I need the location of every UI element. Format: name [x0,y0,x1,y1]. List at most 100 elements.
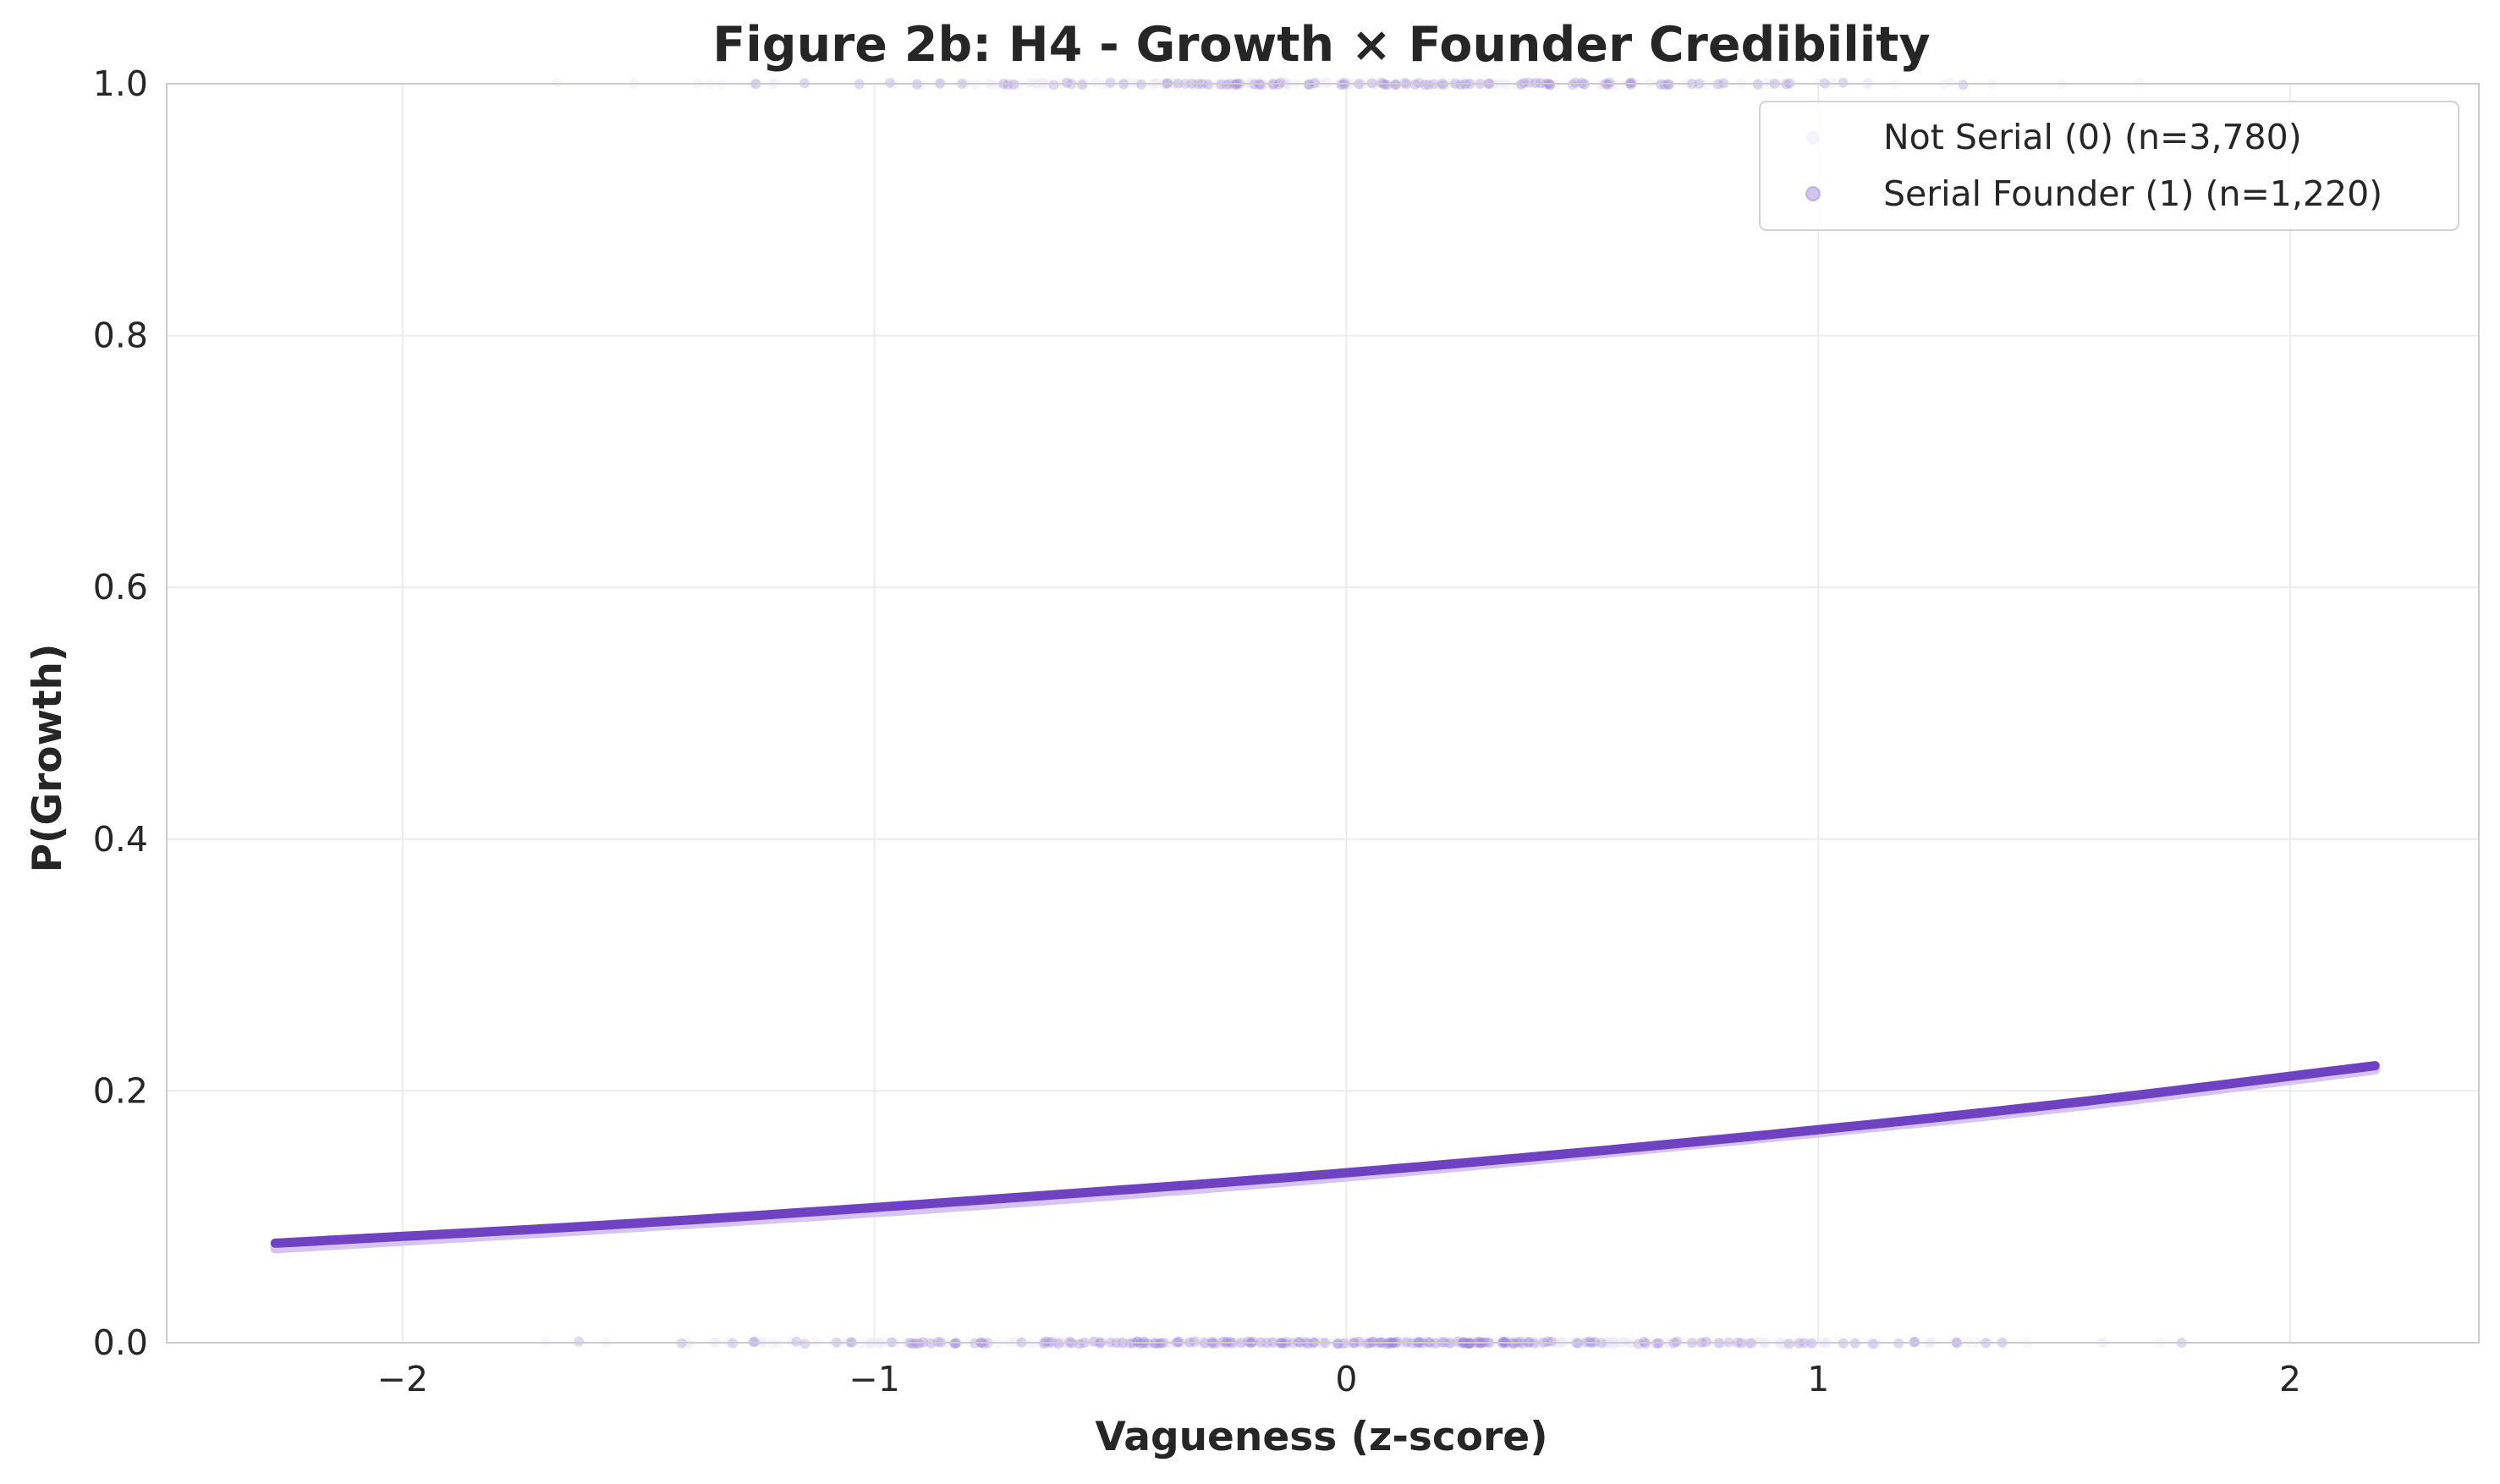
scatter-point-serial-founder [1064,1336,1075,1347]
x-axis-label: Vagueness (z-score) [1095,1414,1547,1460]
x-tick-label: 0 [1335,1359,1357,1399]
scatter-point-serial-founder [791,1336,802,1347]
scatter-point-not-serial [1321,77,1331,88]
scatter-point-not-serial [856,1338,867,1349]
scatter-point-not-serial [1244,1336,1255,1347]
scatter-point-not-serial [1298,1338,1309,1349]
scatter-point-serial-founder [1367,1336,1378,1347]
scatter-point-not-serial [1073,1338,1084,1349]
scatter-point-serial-founder [1132,1336,1143,1347]
scatter-point-not-serial [1773,1336,1784,1347]
scatter-point-not-serial [876,1338,886,1349]
scatter-point-not-serial [1308,1336,1319,1347]
scatter-point-serial-founder [1255,80,1266,91]
scatter-point-not-serial [1453,80,1463,91]
scatter-point-not-serial [1448,77,1459,88]
scatter-point-not-serial [1134,1338,1145,1349]
scatter-point-not-serial [1664,1338,1675,1349]
scatter-point-not-serial [1421,1336,1432,1347]
scatter-point-not-serial [1742,1338,1753,1349]
scatter-point-not-serial [1371,1336,1381,1347]
scatter-point-not-serial [1349,1336,1360,1347]
scatter-point-not-serial [1761,1338,1772,1349]
scatter-point-not-serial [1003,77,1014,88]
scatter-point-serial-founder [1547,1336,1557,1347]
scatter-point-serial-founder [1909,1336,1920,1347]
scatter-point-not-serial [1601,80,1611,91]
scatter-point-not-serial [1390,1338,1401,1349]
scatter-point-not-serial [1414,1336,1425,1347]
scatter-point-not-serial [1514,1338,1525,1349]
scatter-point-serial-founder [949,1338,960,1349]
scatter-point-not-serial [932,77,943,88]
scatter-point-not-serial [1626,1338,1637,1349]
scatter-point-serial-founder [1783,1338,1794,1349]
scatter-point-not-serial [1011,1336,1022,1347]
scatter-point-serial-founder [1189,1336,1200,1347]
scatter-point-not-serial [1558,1336,1569,1347]
scatter-point-not-serial [552,77,563,88]
scatter-point-not-serial [1354,77,1365,88]
scatter-point-serial-founder [907,1338,918,1349]
scatter-point-not-serial [1394,1336,1405,1347]
scatter-point-not-serial [1119,77,1130,88]
scatter-point-not-serial [1316,1336,1327,1347]
legend-marker-serial-founder [1805,186,1821,201]
scatter-point-not-serial [1761,77,1772,88]
scatter-point-serial-founder [1304,80,1315,91]
scatter-not-serial [541,77,2166,1349]
scatter-point-not-serial [1280,1338,1291,1349]
scatter-point-not-serial [1453,1338,1464,1349]
scatter-point-not-serial [1023,77,1034,88]
scatter-point-serial-founder [1231,80,1242,91]
scatter-point-serial-founder [799,1338,810,1349]
scatter-point-serial-founder [1040,1336,1051,1347]
scatter-point-not-serial [1200,1338,1211,1349]
x-axis-ticks: −2 −1 0 1 2 [377,1359,2301,1399]
scatter-point-not-serial [1531,1336,1542,1347]
scatter-point-not-serial [1267,1336,1278,1347]
scatter-point-serial-founder [1392,1336,1403,1347]
scatter-point-not-serial [1640,1336,1651,1347]
scatter-point-serial-founder [1544,80,1555,91]
scatter-point-serial-founder [1222,1336,1233,1347]
scatter-point-not-serial [1734,1338,1744,1349]
scatter-point-serial-founder [1089,1336,1100,1347]
x-tick-label: −1 [849,1359,899,1399]
scatter-point-serial-founder [1354,1336,1365,1347]
scatter-point-serial-founder [1542,1336,1553,1347]
scatter-point-not-serial [1779,1338,1790,1349]
scatter-point-not-serial [1414,1336,1425,1347]
scatter-point-not-serial [1508,1338,1519,1349]
scatter-point-serial-founder [1376,77,1387,88]
scatter-point-serial-founder [1361,1338,1372,1349]
scatter-point-serial-founder [1544,80,1555,91]
scatter-point-serial-founder [1383,1338,1394,1349]
scatter-point-not-serial [1506,1338,1516,1349]
scatter-point-not-serial [1124,77,1135,88]
y-tick-label: 1.0 [93,63,148,104]
scatter-point-serial-founder [1464,1338,1475,1349]
scatter-point-serial-founder [1867,1338,1878,1349]
scatter-point-serial-founder [1275,77,1286,88]
scatter-point-serial-founder [1278,1338,1289,1349]
scatter-point-serial-founder [1633,1338,1644,1349]
scatter-point-serial-founder [1453,1336,1464,1347]
scatter-point-not-serial [1255,1338,1266,1349]
scatter-point-serial-founder [1048,80,1059,91]
scatter-point-serial-founder [1247,1336,1258,1347]
scatter-point-not-serial [1316,1338,1327,1349]
scatter-point-not-serial [1865,77,1875,88]
x-tick-label: 1 [1807,1359,1829,1399]
scatter-point-serial-founder [1530,77,1541,88]
scatter-point-not-serial [1609,1338,1620,1349]
scatter-point-serial-founder [1105,77,1116,88]
scatter-point-serial-founder [1039,1338,1050,1349]
scatter-point-not-serial [1079,77,1090,88]
scatter-point-serial-founder [1053,1338,1064,1349]
scatter-point-not-serial [1924,1338,1935,1349]
scatter-point-not-serial [1391,80,1402,91]
scatter-point-not-serial [1602,1336,1613,1347]
scatter-point-not-serial [1186,80,1197,91]
scatter-point-not-serial [1293,1336,1304,1347]
